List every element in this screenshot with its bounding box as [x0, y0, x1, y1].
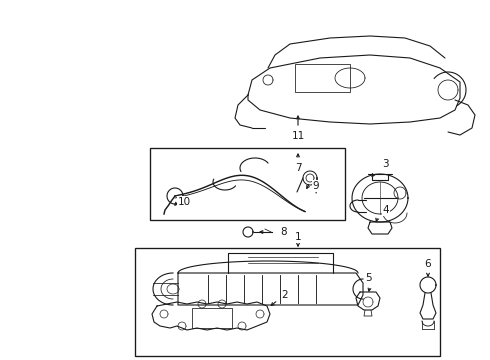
Text: 5: 5	[365, 273, 371, 283]
Text: 3: 3	[382, 159, 388, 169]
Text: 1: 1	[294, 232, 301, 242]
Text: 11: 11	[292, 131, 305, 141]
Bar	[192, 308, 232, 328]
Text: 6: 6	[425, 259, 431, 269]
Text: 4: 4	[383, 205, 390, 215]
Text: 7: 7	[294, 163, 301, 173]
Bar	[295, 64, 350, 92]
Bar	[150, 148, 345, 220]
Text: 2: 2	[282, 290, 288, 300]
Text: 10: 10	[177, 197, 191, 207]
Text: 8: 8	[281, 227, 287, 237]
Text: 9: 9	[313, 181, 319, 191]
Bar	[135, 248, 440, 356]
